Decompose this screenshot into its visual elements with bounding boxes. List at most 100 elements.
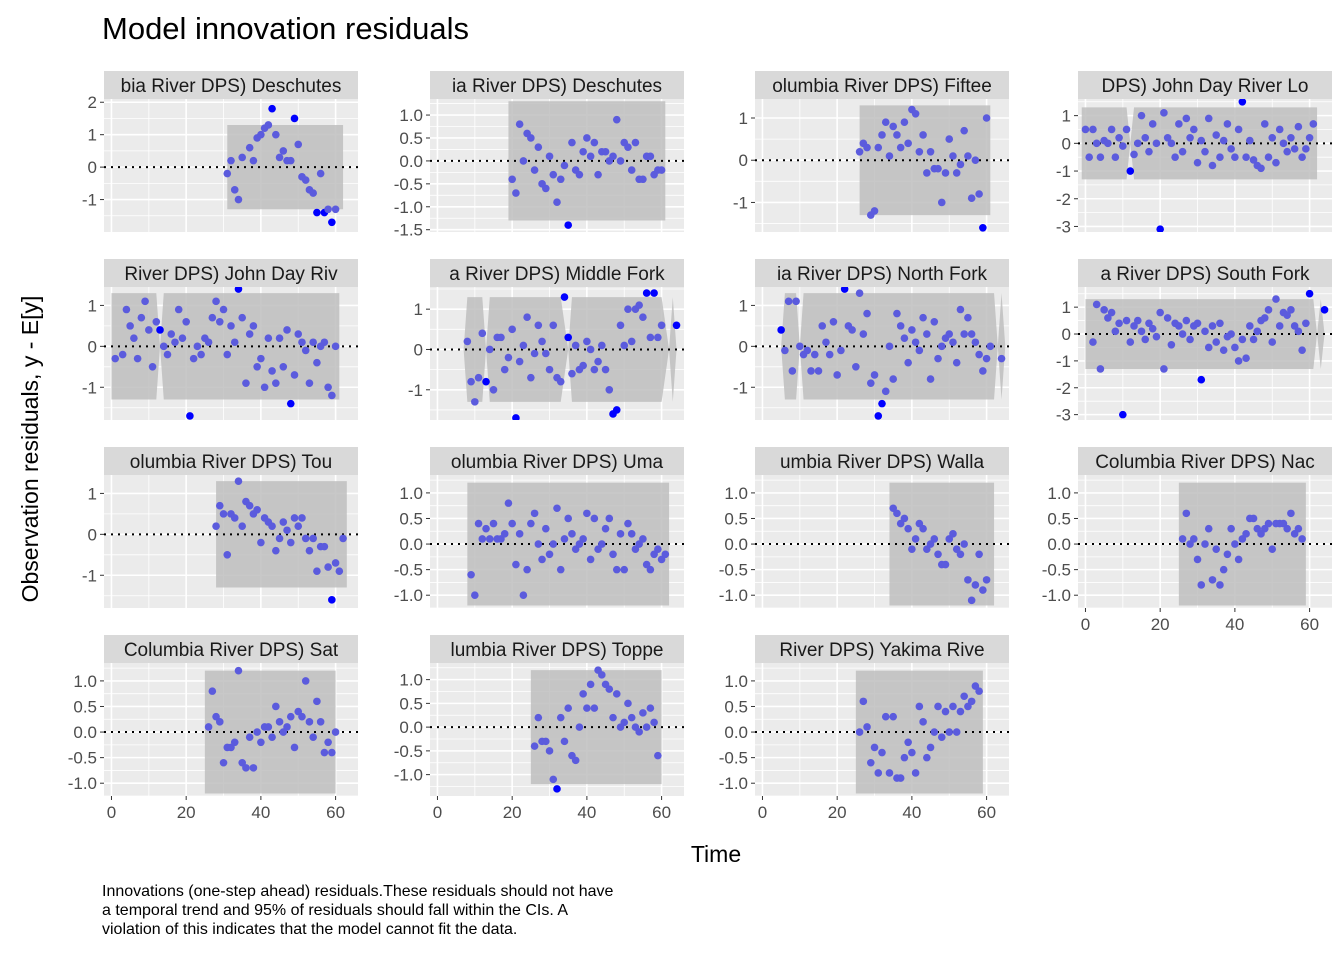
residual-point [122,305,131,314]
residual-point [941,169,950,177]
y-tick-label: 0.0 [399,535,423,554]
residual-point [1242,153,1250,161]
residual-point [1212,131,1221,139]
residual-point [467,570,475,579]
residual-point [549,170,558,179]
facet-strip [755,71,1009,99]
ci-ribbon [111,293,340,400]
ci-ribbon [530,670,662,785]
residual-point [324,205,332,214]
residual-point [1111,327,1120,336]
residual-point [1089,338,1097,346]
residual-point [952,728,961,736]
residual-point [245,501,254,510]
x-tick-label: 20 [177,803,196,822]
residual-point [1249,335,1258,344]
facet-panel: lumbia River DPS) Toppe -1.0 -0.5 0.0 0.5 1.0… [394,635,684,822]
ci-ribbon [467,482,670,606]
residual-point [583,337,591,346]
panel-content [755,99,1009,232]
residual-point [283,326,291,334]
panel-content [1078,287,1332,420]
residual-point [896,774,905,782]
residual-point [215,718,224,726]
residual-point [908,748,916,757]
residual-point [590,704,599,712]
residual-point [474,373,483,382]
residual-point [646,333,655,342]
residual-point [975,350,983,359]
residual-point [530,166,539,174]
residual-point [975,550,983,559]
residual-point [1279,139,1288,148]
residual-point [945,135,954,143]
residual-point [331,342,340,351]
residual-point [837,346,845,355]
y-tick-label: 1.0 [399,671,423,690]
residual-point [1283,524,1291,533]
residual-point [527,519,535,528]
residual-point [257,130,265,139]
residual-point [560,535,569,543]
residual-point [1260,120,1269,128]
x-tick-label: 20 [1151,615,1170,634]
x-tick-label: 60 [1300,615,1319,634]
residual-point [1264,153,1273,161]
residual-point [777,326,785,334]
y-tick-label: 1 [88,484,97,503]
residual-point [223,551,232,559]
residual-point [601,365,610,374]
residual-point [852,363,860,371]
panel-content [430,99,684,232]
residual-point [553,785,561,793]
residual-point [859,330,868,338]
residual-point [316,718,325,726]
residual-point [926,147,935,156]
residual-point [889,375,898,383]
residual-point [601,524,610,533]
residual-point [1122,125,1131,134]
residual-point [575,170,584,179]
residual-point [650,289,658,297]
y-tick-label: 1.0 [1047,484,1071,503]
residual-point [627,337,636,346]
residual-point [1219,346,1228,354]
residual-point [324,563,332,571]
residual-point [1305,289,1314,298]
residual-point [1156,308,1164,317]
residual-point [1294,327,1303,336]
residual-point [286,156,295,165]
residual-point [934,550,942,559]
y-tick-label: -1 [1056,162,1071,181]
residual-point [855,728,864,736]
facet-strip-label: a River DPS) Middle Fork [449,264,665,285]
chart-title: Model innovation residuals [102,11,469,46]
y-tick-label: 0 [739,337,748,356]
residual-point [923,169,931,177]
y-tick-label: 0 [739,151,748,170]
residual-point [848,326,856,334]
residual-point [504,499,513,507]
y-tick-label: 0.0 [724,723,748,742]
residual-point [855,289,864,297]
residual-point [156,326,164,334]
residual-point [1189,125,1198,134]
residual-point [152,317,161,326]
facet-panel: Columbia River DPS) Nac -1.0 -0.5 0.0 0.5 1.0… [1042,447,1332,634]
facet-strip-label: River DPS) Yakima Rive [779,640,984,661]
residual-point [159,342,168,351]
residual-point [822,338,830,347]
residual-point [949,338,957,347]
residual-point [1137,111,1146,120]
residual-point [586,555,595,564]
residual-point [967,596,976,605]
residual-point [219,510,228,518]
x-axis-label: Time [691,841,741,867]
residual-point [893,509,901,518]
residual-point [1223,120,1232,128]
facet-strip [755,635,1009,663]
residual-point [1193,158,1202,167]
residual-point [313,567,321,575]
residual-point [474,519,483,528]
residual-point [926,375,935,383]
